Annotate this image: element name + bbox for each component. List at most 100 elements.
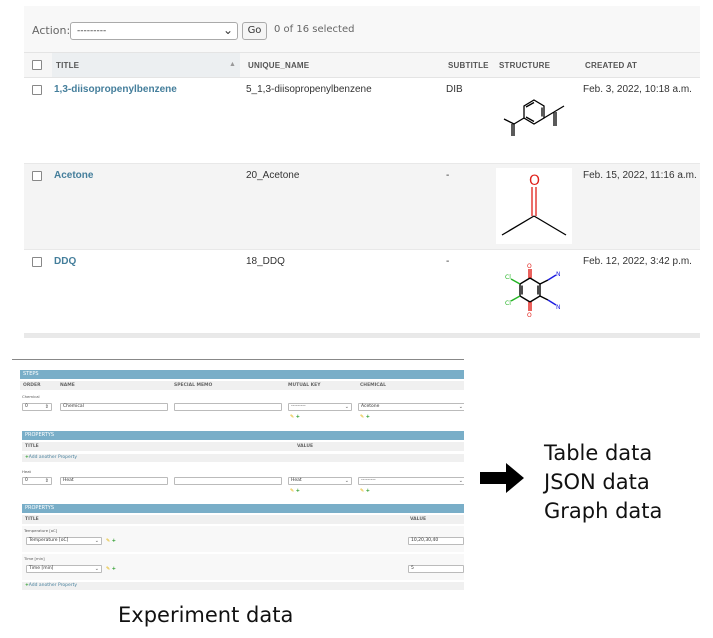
propertys-module-header: PROPERTYS [22, 504, 464, 513]
order-input[interactable]: 0 ⇕ [22, 403, 52, 411]
steps-module-header: STEPS [20, 370, 464, 379]
table-header: TITLE ▲ UNIQUE_NAME SUBTITLE STRUCTURE C… [24, 52, 700, 78]
add-another-property-link[interactable]: +Add another Property [22, 582, 464, 590]
col-chemical: CHEMICAL [360, 383, 386, 388]
add-another-property-link[interactable]: +Add another Property [22, 454, 464, 462]
plus-icon: + [25, 583, 29, 588]
plus-icon[interactable]: + [111, 566, 116, 572]
property-value-input[interactable]: 10,20,30,40 [408, 537, 464, 545]
property-value-input[interactable]: 5 [408, 565, 464, 573]
pencil-icon[interactable]: ✎ [106, 566, 111, 572]
plus-icon[interactable]: + [295, 488, 300, 494]
svg-text:N: N [556, 271, 561, 278]
row-subtitle: - [446, 170, 450, 181]
property-select[interactable]: Temperature [oC] ⌄ [26, 537, 102, 545]
row-title-link[interactable]: Acetone [54, 170, 94, 181]
column-subtitle[interactable]: SUBTITLE [448, 61, 489, 70]
col-mutual-key: MUTUAL KEY [288, 383, 321, 388]
plus-icon[interactable]: + [111, 538, 116, 544]
col-order: ORDER [23, 383, 41, 388]
column-structure[interactable]: STRUCTURE [499, 61, 551, 70]
actions-bar: Action: --------- ⌄ Go 0 of 16 selected [24, 6, 700, 52]
mutual-key-select[interactable]: Heat ⌄ [288, 477, 352, 485]
stepper-icon[interactable]: ⇕ [44, 478, 49, 484]
table-row: Acetone 20_Acetone - O Feb. 15, 2022, 11… [24, 164, 700, 250]
column-unique-name[interactable]: UNIQUE_NAME [248, 61, 310, 70]
table-row: 1,3-diisopropenylbenzene 5_1,3-diisoprop… [24, 78, 700, 164]
output-label-graph: Graph data [544, 499, 663, 523]
chemical-select[interactable]: Acetone ⌄ [358, 403, 464, 411]
svg-text:O: O [527, 312, 532, 319]
order-input[interactable]: 0 ⇕ [22, 477, 52, 485]
chevron-down-icon: ⌄ [458, 478, 463, 484]
svg-text:Cl: Cl [505, 300, 511, 307]
name-input[interactable]: Chemical [60, 403, 168, 411]
property-label: Time [min] [24, 556, 45, 561]
chevron-down-icon: ⌄ [222, 23, 233, 37]
row-subtitle: - [446, 256, 450, 267]
property-table-header: TITLE VALUE [22, 442, 464, 451]
row-checkbox[interactable] [32, 85, 42, 95]
row-checkbox[interactable] [32, 257, 42, 267]
pencil-icon[interactable]: ✎ [360, 488, 365, 494]
plus-icon[interactable]: + [365, 488, 370, 494]
row-created-at: Feb. 12, 2022, 3:42 p.m. [583, 256, 692, 267]
row-created-at: Feb. 15, 2022, 11:16 a.m. [583, 170, 697, 181]
row-created-at: Feb. 3, 2022, 10:18 a.m. [583, 84, 692, 95]
name-input[interactable]: Heat [60, 477, 168, 485]
property-table-header: TITLE VALUE [22, 515, 464, 524]
plus-icon[interactable]: + [295, 414, 300, 420]
row-unique-name: 5_1,3-diisopropenylbenzene [246, 84, 372, 95]
row-subtitle: DIB [446, 84, 463, 95]
svg-text:Cl: Cl [505, 274, 511, 281]
chemical-select[interactable]: --------- ⌄ [358, 477, 464, 485]
step-label: Chemical [22, 394, 40, 399]
pencil-icon[interactable]: ✎ [106, 538, 111, 544]
special-memo-input[interactable] [174, 403, 282, 411]
chevron-down-icon: ⌄ [344, 404, 349, 410]
stepper-icon[interactable]: ⇕ [44, 404, 49, 410]
chevron-down-icon: ⌄ [94, 538, 99, 544]
output-formats: Table data JSON data Graph data [544, 439, 662, 526]
diisopropenylbenzene-structure [496, 82, 572, 158]
action-select[interactable]: --------- ⌄ [70, 22, 238, 40]
col-name: NAME [60, 383, 75, 388]
output-label-table: Table data [544, 441, 653, 465]
row-title-link[interactable]: 1,3-diisopropenylbenzene [54, 84, 177, 95]
chevron-down-icon: ⌄ [94, 566, 99, 572]
property-label: Temperature [oC] [24, 528, 58, 533]
propertys-module-header: PROPERTYS [22, 431, 464, 440]
go-button[interactable]: Go [242, 22, 267, 40]
mutual-key-select[interactable]: --------- ⌄ [288, 403, 352, 411]
plus-icon: + [25, 455, 29, 460]
right-arrow-icon [480, 463, 524, 493]
special-memo-input[interactable] [174, 477, 282, 485]
ddq-structure: O O Cl Cl N N [496, 254, 572, 330]
row-unique-name: 20_Acetone [246, 170, 300, 181]
output-label-json: JSON data [544, 470, 650, 494]
select-all-checkbox[interactable] [32, 60, 42, 70]
row-title-link[interactable]: DDQ [54, 256, 77, 267]
step-label: Heat [22, 469, 32, 474]
col-special-memo: SPECIAL MEMO [174, 383, 213, 388]
chevron-down-icon: ⌄ [344, 478, 349, 484]
selection-counter: 0 of 16 selected [274, 24, 355, 35]
row-checkbox[interactable] [32, 171, 42, 181]
property-select[interactable]: Time [min] ⌄ [26, 565, 102, 573]
column-title[interactable]: TITLE [56, 61, 80, 70]
sort-ascending-icon[interactable]: ▲ [229, 61, 236, 68]
pencil-icon[interactable]: ✎ [360, 414, 365, 420]
chevron-down-icon: ⌄ [458, 404, 463, 410]
table-row: DDQ 18_DDQ - [24, 250, 700, 334]
experiment-form-screenshot: STEPS ORDER NAME SPECIAL MEMO MUTUAL KEY… [12, 359, 464, 597]
svg-text:N: N [556, 304, 561, 311]
svg-text:O: O [527, 263, 532, 270]
plus-icon[interactable]: + [365, 414, 370, 420]
column-created-at[interactable]: CREATED AT [585, 61, 638, 70]
acetone-structure: O [496, 168, 572, 244]
row-unique-name: 18_DDQ [246, 256, 285, 267]
pencil-icon[interactable]: ✎ [290, 414, 295, 420]
pencil-icon[interactable]: ✎ [290, 488, 295, 494]
experiment-data-caption: Experiment data [118, 603, 294, 627]
chemical-changelist: Action: --------- ⌄ Go 0 of 16 selected … [24, 6, 700, 338]
